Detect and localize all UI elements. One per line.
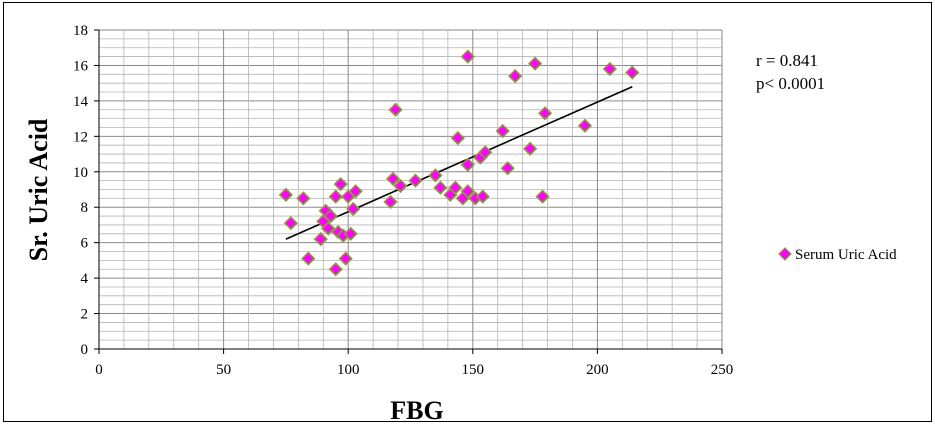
y-tick-label: 4 [81, 271, 89, 287]
x-tick-label: 50 [216, 362, 231, 378]
legend-label: Serum Uric Acid [795, 247, 897, 263]
legend-marker-diamond [779, 248, 791, 260]
x-tick-label: 100 [337, 362, 360, 378]
pvalue-annotation: p< 0.0001 [756, 74, 825, 93]
y-tick-label: 2 [81, 307, 89, 323]
x-tick-label: 150 [462, 362, 485, 378]
correlation-annotation: r = 0.841 [756, 51, 818, 70]
y-tick-label: 8 [81, 200, 89, 216]
y-axis-title: Sr. Uric Acid [24, 118, 53, 261]
y-tick-label: 10 [73, 165, 88, 181]
x-tick-label: 250 [711, 362, 734, 378]
y-tick-label: 6 [81, 236, 89, 252]
y-tick-label: 16 [73, 58, 89, 74]
y-tick-label: 14 [73, 94, 89, 110]
y-tick-label: 18 [73, 23, 88, 39]
grid [99, 30, 722, 349]
y-tick-label: 12 [73, 129, 88, 145]
x-axis-title: FBG [390, 396, 443, 424]
y-tick-label: 0 [81, 342, 89, 358]
x-tick-label: 200 [586, 362, 609, 378]
x-tick-label: 0 [95, 362, 103, 378]
legend: Serum Uric Acid [779, 247, 897, 263]
